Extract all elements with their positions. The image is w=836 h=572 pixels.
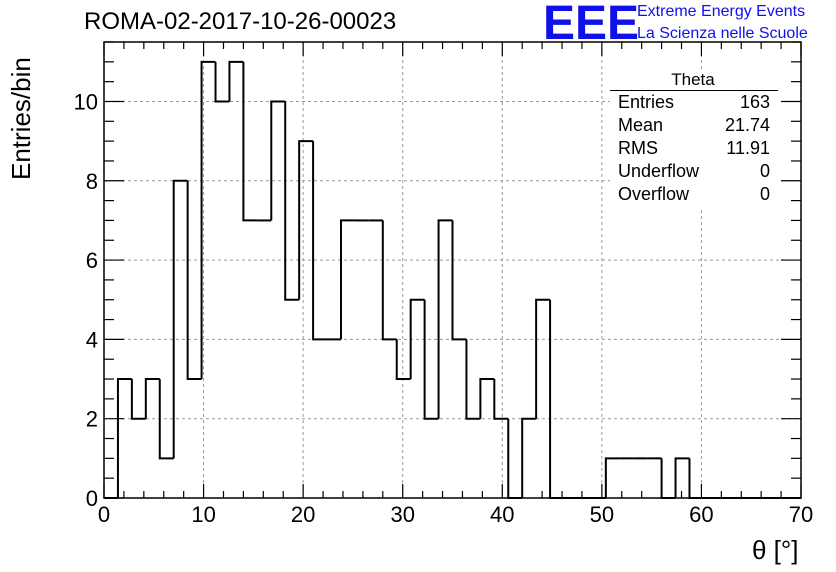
- stats-title: Theta: [671, 70, 715, 89]
- stats-box: Theta Entries 163 Mean 21.74 RMS 11.91 U…: [610, 70, 780, 210]
- histogram-bin: [507, 418, 523, 499]
- histogram-bin: [674, 457, 690, 498]
- stat-key: Mean: [618, 115, 664, 135]
- stat-value: 0: [759, 184, 770, 204]
- histogram-bin: [130, 379, 146, 420]
- axis-ticks: [103, 41, 802, 499]
- stat-row-overflow: Overflow 0: [618, 184, 770, 206]
- histogram-bin: [660, 458, 676, 499]
- histogram-bin: [200, 60, 216, 380]
- stat-key: Underflow: [618, 161, 700, 181]
- histogram-bin: [144, 378, 160, 419]
- stat-key: Overflow: [618, 184, 690, 204]
- plot-border: [103, 41, 802, 499]
- stat-value: 11.91: [726, 138, 770, 158]
- y-axis-label: Entries/bin: [6, 57, 36, 180]
- histogram-bin: [339, 219, 355, 340]
- y-tick-label: 2: [86, 407, 98, 432]
- histogram-bin: [395, 339, 411, 381]
- stat-value: 0: [759, 161, 770, 181]
- histogram-bin: [535, 298, 551, 419]
- stat-row-underflow: Underflow 0: [618, 161, 770, 183]
- y-tick-label: 6: [86, 248, 98, 273]
- x-tick-label: 50: [590, 502, 614, 527]
- histogram-bin: [521, 417, 537, 498]
- grid-lines: [104, 42, 801, 498]
- histogram-bin: [465, 339, 481, 420]
- logo-text-line1: Extreme Energy Events: [637, 3, 806, 20]
- histogram-bin: [604, 457, 620, 498]
- histogram-bin: [214, 61, 230, 103]
- histogram-bin: [158, 379, 174, 460]
- y-tick-label: 0: [86, 486, 98, 511]
- stat-value: 21.74: [724, 115, 770, 135]
- histogram-bin: [437, 219, 453, 419]
- y-tick-label: 4: [86, 327, 98, 352]
- stats-divider: [610, 90, 778, 91]
- stat-key: Entries: [618, 92, 675, 112]
- x-tick-label: 10: [191, 502, 215, 527]
- histogram-bin: [451, 220, 467, 341]
- histogram-bin: [284, 101, 300, 301]
- stat-row-mean: Mean 21.74: [618, 115, 770, 137]
- plot-frame: [103, 41, 802, 499]
- histogram-bin: [549, 299, 565, 499]
- tick-labels: 0 10 20 30 40 50 60 70 0 2 4 6 8 10: [74, 89, 814, 527]
- stat-value: 163: [739, 92, 770, 112]
- histogram-bin: [381, 220, 397, 341]
- x-tick-label: 20: [291, 502, 315, 527]
- histogram-series: [104, 60, 801, 499]
- histogram-bin: [270, 100, 286, 221]
- x-tick-label: 30: [390, 502, 414, 527]
- histogram-bin: [423, 299, 439, 420]
- stat-row-rms: RMS 11.91: [618, 138, 770, 160]
- logo-text-line2: La Scienza nelle Scuole: [637, 25, 808, 42]
- histogram-bin: [228, 60, 244, 102]
- histogram-bin: [493, 379, 509, 420]
- stat-key: RMS: [618, 138, 658, 158]
- x-tick-label: 40: [490, 502, 514, 527]
- y-tick-label: 10: [74, 89, 98, 114]
- x-axis-label: θ [°]: [752, 535, 799, 565]
- y-tick-label: 8: [86, 169, 98, 194]
- histogram-bin: [186, 180, 202, 381]
- histogram-bin: [172, 179, 188, 459]
- stat-row-entries: Entries 163: [618, 92, 770, 114]
- histogram-bin: [116, 378, 132, 498]
- histogram-bin: [298, 140, 314, 300]
- page-title: ROMA-02-2017-10-26-00023: [84, 8, 397, 35]
- histogram-bin: [479, 378, 495, 419]
- histogram-bin: [312, 141, 328, 341]
- histogram-bin: [242, 61, 258, 222]
- histogram-bin: [409, 298, 425, 380]
- x-tick-label: 0: [98, 502, 110, 527]
- x-tick-label: 60: [689, 502, 713, 527]
- x-tick-label: 70: [789, 502, 813, 527]
